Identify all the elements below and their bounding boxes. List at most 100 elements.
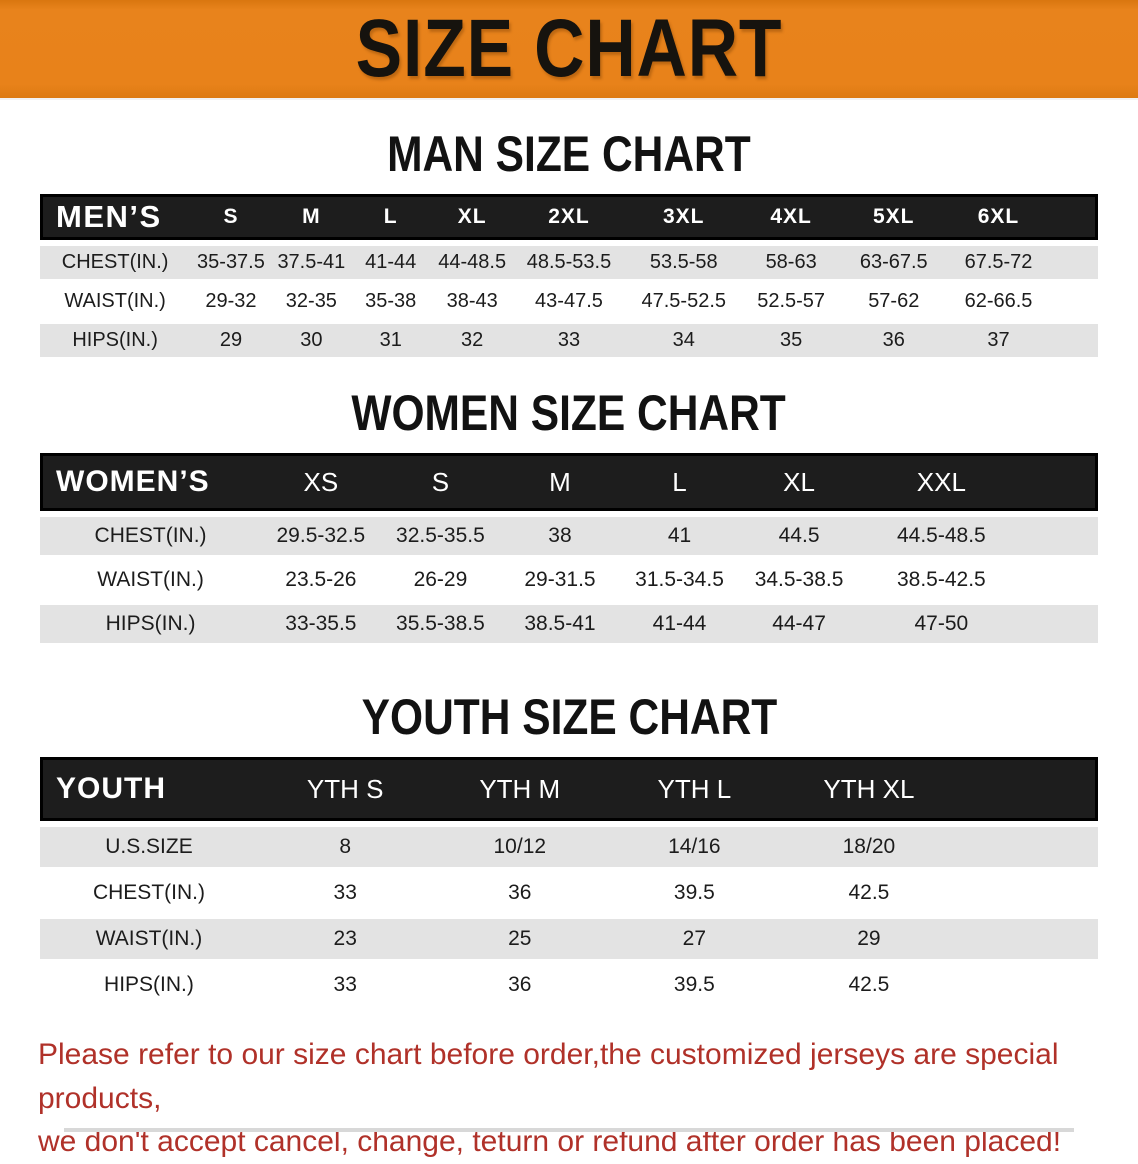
bottom-edge-line (64, 1128, 1074, 1132)
size-value-cell: 36 (838, 324, 949, 357)
size-value-cell: 29-31.5 (500, 561, 620, 599)
size-value-cell: 14/16 (607, 827, 782, 867)
men-size-table: MEN’S S M L XL 2XL 3XL 4XL 5XL 6XL CHEST(IN.) 35-3… (40, 188, 1098, 363)
size-value-cell: 32 (430, 324, 514, 357)
size-value-cell: 37.5-41 (271, 246, 352, 279)
size-value-cell: 34.5-38.5 (739, 561, 859, 599)
size-column-header: M (500, 453, 620, 511)
size-value-cell: 41-44 (351, 246, 431, 279)
size-column-header: 2XL (513, 194, 624, 240)
women-table-header: WOMEN’S XS S M L XL XXL (40, 453, 1098, 511)
size-value-cell: 10/12 (432, 827, 608, 867)
size-value-cell: 33-35.5 (261, 605, 381, 643)
size-value-cell: 41-44 (619, 605, 740, 643)
table-row: CHEST(IN.) 29.5-32.5 32.5-35.5 38 41 44.5 44.5… (40, 517, 1098, 555)
table-header-row: MEN’S S M L XL 2XL 3XL 4XL 5XL 6XL (40, 194, 1098, 240)
size-value-cell: 53.5-58 (623, 246, 744, 279)
measurement-label: WAIST(IN.) (40, 561, 262, 599)
size-value-cell: 29 (190, 324, 272, 357)
size-column-header: 3XL (623, 194, 744, 240)
disclaimer-line-2: we don't accept cancel, change, teturn o… (38, 1125, 1062, 1158)
size-value-cell: 63-67.5 (838, 246, 949, 279)
size-value-cell: 35 (743, 324, 839, 357)
size-column-header: S (190, 194, 272, 240)
men-section-heading-text: MAN SIZE CHART (387, 126, 751, 182)
disclaimer-line-1: Please refer to our size chart before or… (38, 1038, 1059, 1115)
youth-section-heading: YOUTH SIZE CHART (0, 689, 1138, 745)
size-value-cell: 44-47 (739, 605, 859, 643)
size-value-cell: 30 (271, 324, 352, 357)
size-value-cell: 39.5 (607, 873, 782, 913)
row-filler (956, 919, 1098, 959)
table-row: U.S.SIZE 8 10/12 14/16 18/20 (40, 827, 1098, 867)
header-filler (956, 757, 1098, 821)
table-row: HIPS(IN.) 33-35.5 35.5-38.5 38.5-41 41-44 44-… (40, 605, 1098, 643)
size-value-cell: 58-63 (743, 246, 839, 279)
disclaimer-note: Please refer to our size chart before or… (38, 1033, 1100, 1164)
table-row: WAIST(IN.) 23.5-26 26-29 29-31.5 31.5-34.5 34… (40, 561, 1098, 599)
youth-table-header: YOUTH YTH S YTH M YTH L YTH XL (40, 757, 1098, 821)
table-row: WAIST(IN.) 29-32 32-35 35-38 38-43 43-47.5 47.… (40, 285, 1098, 318)
size-value-cell: 62-66.5 (948, 285, 1049, 318)
men-table-header: MEN’S S M L XL 2XL 3XL 4XL 5XL 6XL (40, 194, 1098, 240)
row-filler (1023, 605, 1098, 643)
size-value-cell: 32.5-35.5 (380, 517, 501, 555)
table-title: YOUTH (40, 757, 258, 821)
row-filler (1048, 324, 1098, 357)
measurement-label: WAIST(IN.) (40, 285, 191, 318)
size-value-cell: 27 (607, 919, 782, 959)
size-value-cell: 48.5-53.5 (513, 246, 624, 279)
size-value-cell: 35-37.5 (190, 246, 272, 279)
row-filler (956, 873, 1098, 913)
size-value-cell: 38 (500, 517, 620, 555)
women-table-body: CHEST(IN.) 29.5-32.5 32.5-35.5 38 41 44.5 44.5… (40, 517, 1098, 643)
size-column-header: XXL (858, 453, 1024, 511)
men-table-body: CHEST(IN.) 35-37.5 37.5-41 41-44 44-48.5 48.5… (40, 246, 1098, 357)
size-value-cell: 36 (432, 873, 608, 913)
size-value-cell: 44-48.5 (430, 246, 514, 279)
size-value-cell: 29-32 (190, 285, 272, 318)
size-value-cell: 47.5-52.5 (623, 285, 744, 318)
size-value-cell: 29 (781, 919, 957, 959)
row-filler (1023, 517, 1098, 555)
size-column-header: YTH M (432, 757, 608, 821)
table-title: MEN’S (40, 194, 191, 240)
size-value-cell: 42.5 (781, 873, 957, 913)
size-value-cell: 8 (257, 827, 433, 867)
table-row: CHEST(IN.) 33 36 39.5 42.5 (40, 873, 1098, 913)
size-value-cell: 67.5-72 (948, 246, 1049, 279)
table-row: HIPS(IN.) 33 36 39.5 42.5 (40, 965, 1098, 1005)
size-column-header: 6XL (948, 194, 1049, 240)
row-filler (1048, 246, 1098, 279)
size-column-header: XL (739, 453, 859, 511)
size-column-header: YTH XL (781, 757, 957, 821)
size-value-cell: 33 (513, 324, 624, 357)
table-header-row: YOUTH YTH S YTH M YTH L YTH XL (40, 757, 1098, 821)
size-value-cell: 31 (351, 324, 431, 357)
size-value-cell: 29.5-32.5 (261, 517, 381, 555)
measurement-label: CHEST(IN.) (40, 517, 262, 555)
size-value-cell: 42.5 (781, 965, 957, 1005)
size-value-cell: 37 (948, 324, 1049, 357)
header-filler (1048, 194, 1098, 240)
measurement-label: HIPS(IN.) (40, 965, 258, 1005)
row-filler (1048, 285, 1098, 318)
table-row: HIPS(IN.) 29 30 31 32 33 34 35 36 37 (40, 324, 1098, 357)
measurement-label: WAIST(IN.) (40, 919, 258, 959)
size-value-cell: 44.5 (739, 517, 859, 555)
size-value-cell: 35-38 (351, 285, 431, 318)
size-value-cell: 47-50 (858, 605, 1024, 643)
size-column-header: 5XL (838, 194, 949, 240)
youth-size-table: YOUTH YTH S YTH M YTH L YTH XL U.S.SIZE 8 10/1… (40, 751, 1098, 1011)
men-section-heading: MAN SIZE CHART (0, 100, 1138, 182)
size-column-header: XS (261, 453, 381, 511)
table-row: CHEST(IN.) 35-37.5 37.5-41 41-44 44-48.5 48.5… (40, 246, 1098, 279)
size-value-cell: 32-35 (271, 285, 352, 318)
table-title: WOMEN’S (40, 453, 262, 511)
measurement-label: HIPS(IN.) (40, 324, 191, 357)
size-value-cell: 23.5-26 (261, 561, 381, 599)
size-value-cell: 36 (432, 965, 608, 1005)
size-value-cell: 18/20 (781, 827, 957, 867)
measurement-label: CHEST(IN.) (40, 873, 258, 913)
size-column-header: XL (430, 194, 514, 240)
